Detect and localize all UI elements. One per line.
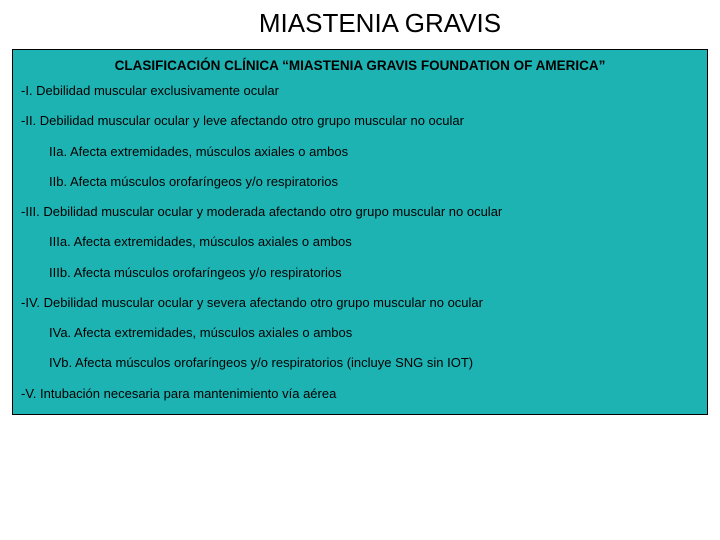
classification-row: IIIa. Afecta extremidades, músculos axia… [21, 234, 699, 250]
classification-row: IIa. Afecta extremidades, músculos axial… [21, 144, 699, 160]
classification-row: IIIb. Afecta músculos orofaríngeos y/o r… [21, 265, 699, 281]
classification-box: CLASIFICACIÓN CLÍNICA “MIASTENIA GRAVIS … [12, 49, 708, 415]
classification-row: -V. Intubación necesaria para mantenimie… [21, 386, 699, 402]
classification-list: -I. Debilidad muscular exclusivamente oc… [21, 83, 699, 402]
page-title: MIASTENIA GRAVIS [0, 8, 720, 39]
box-subtitle: CLASIFICACIÓN CLÍNICA “MIASTENIA GRAVIS … [21, 58, 699, 73]
classification-row: -I. Debilidad muscular exclusivamente oc… [21, 83, 699, 99]
classification-row: -IV. Debilidad muscular ocular y severa … [21, 295, 699, 311]
classification-row: -III. Debilidad muscular ocular y modera… [21, 204, 699, 220]
slide: MIASTENIA GRAVIS CLASIFICACIÓN CLÍNICA “… [0, 0, 720, 540]
classification-row: IVa. Afecta extremidades, músculos axial… [21, 325, 699, 341]
classification-row: -II. Debilidad muscular ocular y leve af… [21, 113, 699, 129]
classification-row: IVb. Afecta músculos orofaríngeos y/o re… [21, 355, 699, 371]
classification-row: IIb. Afecta músculos orofaríngeos y/o re… [21, 174, 699, 190]
